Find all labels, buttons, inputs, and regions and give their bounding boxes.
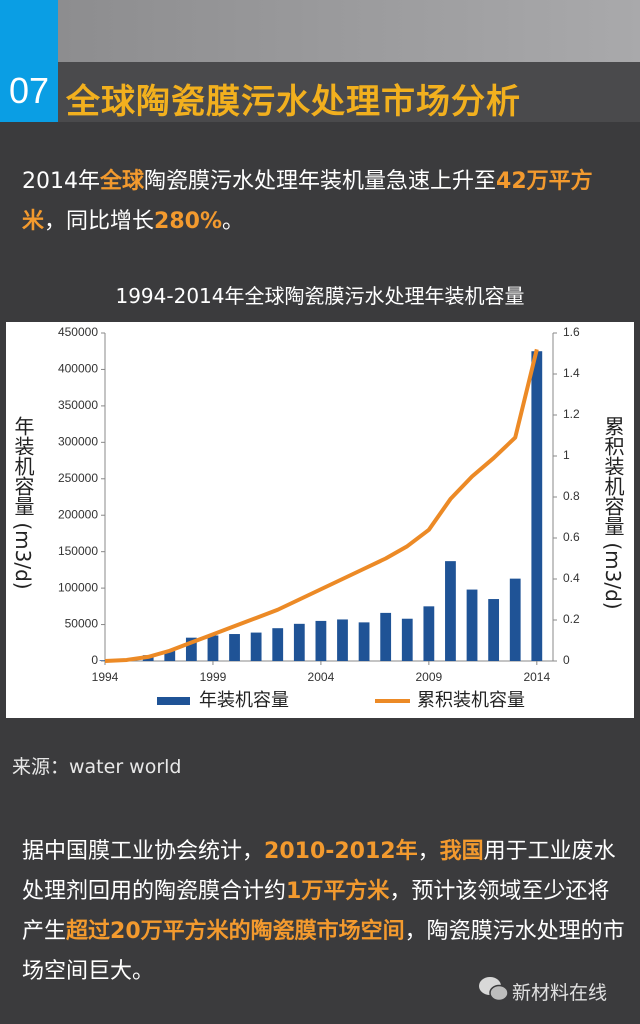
text: ，	[417, 839, 440, 864]
chart-title: 1994-2014年全球陶瓷膜污水处理年装机容量	[115, 284, 525, 308]
emphasis-text: 我国	[439, 839, 484, 864]
emphasis-text: 超过20万平方米的陶瓷膜市场空间	[66, 919, 405, 944]
bar	[445, 561, 456, 661]
y2-tick-label: 0	[563, 653, 570, 667]
bar	[509, 578, 521, 661]
x-tick-label: 1999	[200, 670, 227, 684]
bar	[315, 620, 327, 661]
y2-tick-label: 1	[563, 448, 570, 462]
y2-tick-label: 0.6	[563, 530, 580, 544]
bar	[185, 637, 197, 661]
emphasis-text: 2010-2012年	[264, 839, 418, 864]
section-badge	[0, 0, 58, 122]
bar	[466, 589, 478, 661]
bar	[423, 606, 435, 661]
y-tick-label: 300000	[58, 435, 98, 449]
y-tick-label: 400000	[58, 362, 98, 376]
y-tick-label: 450000	[58, 325, 98, 339]
y2-axis-title: 累积装机容量 (m3/d)	[601, 416, 625, 610]
chart: 0 50000 100000 150000 200000 250000 300000 3500…	[58, 325, 580, 710]
line	[104, 348, 539, 663]
legend-label: 累积装机容量	[417, 690, 525, 710]
y-tick-label: 150000	[58, 544, 98, 558]
y2-tick-label: 0.8	[563, 489, 580, 503]
bar	[488, 599, 500, 661]
y-tick-label: 250000	[58, 471, 98, 485]
source-note: 来源：water world	[12, 756, 182, 778]
chart-panel: 0 50000 100000 150000 200000 250000 300000 3500…	[6, 322, 634, 718]
bar	[293, 623, 305, 661]
brand: 新材料在线	[512, 982, 608, 1004]
bar	[531, 351, 543, 661]
bar	[337, 619, 348, 661]
text: ，同比增长	[44, 209, 155, 234]
legend-label: 年装机容量	[199, 690, 289, 710]
emphasis-text: 1万平方米	[286, 879, 390, 904]
bar	[401, 618, 413, 661]
section-title: 全球陶瓷膜污水处理市场分析	[66, 82, 521, 122]
y-tick-label: 100000	[58, 580, 98, 594]
y-tick-label: 200000	[58, 507, 98, 521]
y-tick-label: 50000	[65, 617, 99, 631]
x-tick-label: 2009	[416, 670, 443, 684]
y-tick-label: 0	[91, 653, 98, 667]
text: ，陶瓷膜污水处理的市场空间巨大。	[22, 919, 625, 984]
text: 据中国膜工业协会统计，	[22, 839, 265, 864]
x-tick-label: 2014	[523, 670, 550, 684]
emphasis-text: 全球	[100, 169, 145, 194]
legend-swatch	[157, 697, 190, 705]
bar	[358, 622, 370, 661]
y-axis-title: 年装机容量 (m3/d)	[11, 416, 35, 590]
wechat-icon	[479, 977, 509, 1002]
y2-tick-label: 1.2	[563, 407, 580, 421]
y2-tick-label: 1.6	[563, 325, 580, 339]
text: 2014年	[22, 169, 100, 194]
y2-tick-label: 1.4	[563, 366, 580, 380]
emphasis-text: 280%	[154, 209, 222, 234]
title-band	[0, 62, 640, 122]
bar	[250, 632, 262, 661]
y2-tick-label: 0.4	[563, 571, 580, 585]
section-number: 07	[8, 70, 50, 111]
text: ，预计该领域至少还将产生	[22, 879, 610, 944]
y2-tick-label: 0.2	[563, 612, 580, 626]
bar	[229, 634, 240, 661]
x-tick-label: 1994	[92, 670, 119, 684]
top-bar	[0, 0, 640, 62]
x-tick-label: 2004	[308, 670, 335, 684]
bar	[164, 650, 176, 661]
bar	[272, 628, 284, 661]
bar	[207, 635, 219, 661]
body-paragraph: 据中国膜工业协会统计，2010-2012年，我国用于工业废水处理剂回用的陶瓷膜合…	[22, 832, 626, 992]
text: 陶瓷膜污水处理年装机量急速上升至	[144, 169, 497, 194]
intro-paragraph: 2014年全球陶瓷膜污水处理年装机量急速上升至42万平方米，同比增长280%。	[22, 162, 626, 242]
bar	[380, 612, 392, 661]
emphasis-text: 42万平方米	[22, 169, 593, 234]
y-tick-label: 350000	[58, 398, 98, 412]
text: 。	[222, 209, 245, 234]
text: 用于工业废水处理剂回用的陶瓷膜合计约	[22, 839, 616, 904]
